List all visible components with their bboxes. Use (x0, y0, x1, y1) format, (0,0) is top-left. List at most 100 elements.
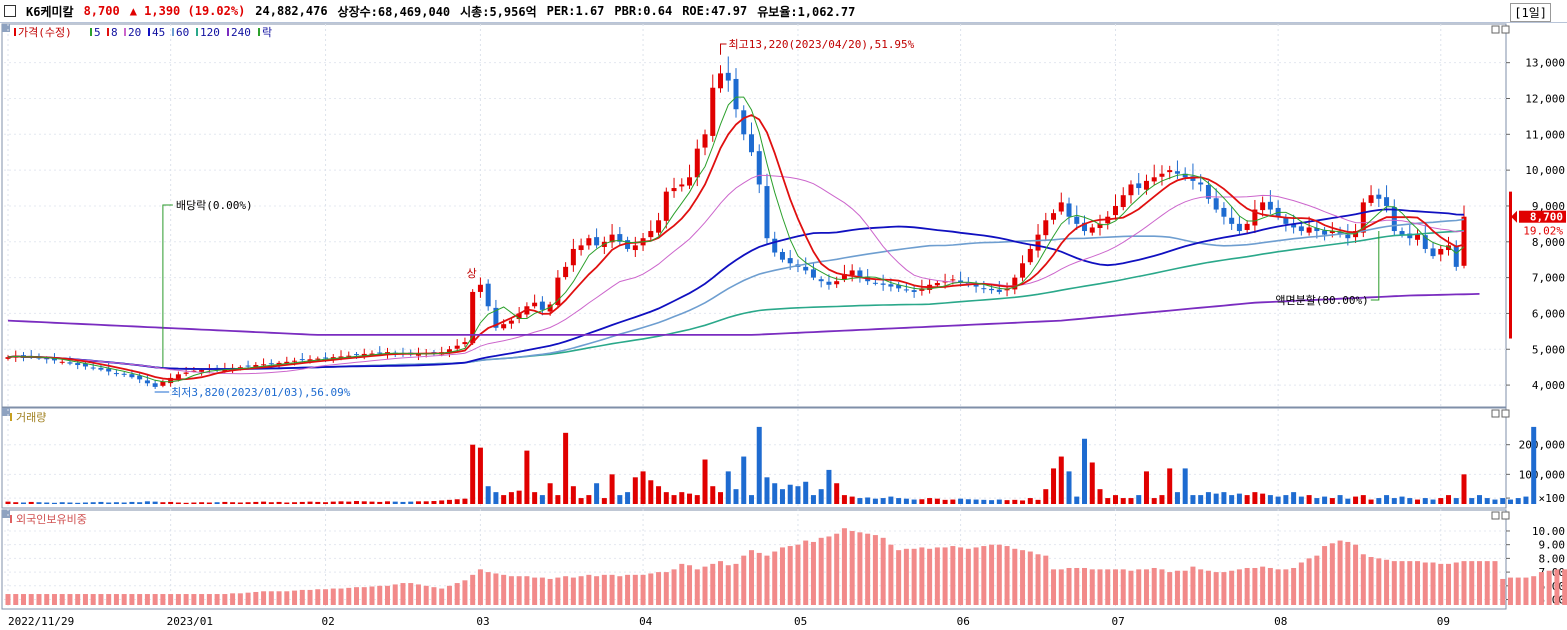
legend-swatch (196, 28, 198, 36)
candle (787, 258, 793, 264)
volume-bar (857, 498, 863, 504)
candle (307, 359, 313, 362)
candle (51, 358, 57, 361)
legend-label: 가격(수정) (18, 26, 72, 39)
price-panel-close-icon[interactable] (1501, 25, 1510, 34)
foreign-ratio-bar (1515, 577, 1521, 605)
foreign-panel-close-icon[interactable] (1501, 511, 1510, 520)
ma20-line (7, 174, 1465, 375)
volume-bar (1074, 496, 1080, 504)
stock-name[interactable]: K6케미칼 (26, 4, 74, 19)
candle (199, 370, 205, 372)
candle (1430, 248, 1436, 257)
foreign-ratio-bar (1399, 561, 1405, 605)
volume-bar (772, 483, 778, 504)
foreign-ratio-bar (299, 589, 305, 605)
candle (1391, 207, 1397, 232)
foreign-ratio-bar (539, 577, 545, 605)
volume-bar (1337, 495, 1343, 504)
x-tick-label: 05 (794, 615, 807, 628)
foreign-title: 외국인보유비중 (16, 513, 87, 526)
foreign-ratio-bar (1500, 578, 1506, 605)
candle (446, 349, 452, 353)
volume-bar (671, 495, 677, 504)
volume-bar (44, 502, 50, 504)
volume-panel-close-icon[interactable] (1501, 409, 1510, 418)
foreign-ratio-bar (1051, 569, 1057, 605)
candle (1322, 230, 1328, 235)
candle (493, 307, 499, 328)
x-tick-label: 2022/11/29 (8, 615, 74, 628)
volume-bar (1430, 499, 1436, 504)
x-tick-label: 06 (957, 615, 970, 628)
price-panel-corner-icon (2, 24, 10, 32)
foreign-ratio-bar (431, 587, 437, 605)
volume-bar (1260, 493, 1266, 504)
volume-bar (663, 492, 669, 504)
candle (1461, 216, 1467, 266)
volume-panel-minimize-icon[interactable] (1491, 409, 1500, 418)
price-y-tick-label: 4,000 (1532, 379, 1565, 392)
foreign-ratio-bar (462, 580, 468, 605)
volume-panel-frame (1, 407, 1507, 509)
candles-group (5, 56, 1467, 390)
volume-bar (400, 501, 406, 504)
foreign-ratio-bar (1082, 567, 1088, 605)
price-y-tick-label: 7,000 (1532, 272, 1565, 285)
volume-bar (1020, 500, 1026, 504)
volume-bar (1314, 498, 1320, 504)
foreign-ratio-bar (687, 565, 693, 605)
foreign-ratio-bar (725, 565, 731, 605)
foreign-ratio-bar (1190, 566, 1196, 605)
price-panel-minimize-icon[interactable] (1491, 25, 1500, 34)
volume-bar (679, 492, 685, 504)
period-selector[interactable]: [1일] (1510, 3, 1551, 22)
foreign-ratio-bar (702, 566, 708, 605)
foreign-ratio-bar (59, 594, 65, 605)
volume-bar (1012, 499, 1018, 504)
volume-bar (656, 486, 662, 504)
volume-bar (1298, 496, 1304, 504)
volume-bar (981, 499, 987, 504)
candle (1167, 170, 1173, 173)
volume-bar (741, 456, 747, 504)
volume-bar (1476, 495, 1482, 504)
foreign-ratio-bar (1306, 558, 1312, 605)
volume-bar (1329, 498, 1335, 504)
candle (609, 234, 615, 243)
foreign-ratio-bar (1012, 548, 1018, 605)
foreign-ratio-bar (594, 576, 600, 605)
foreign-ratio-bar (1507, 577, 1513, 605)
candle (369, 353, 375, 355)
legend-label: 45 (152, 26, 165, 39)
volume-bar (462, 498, 468, 504)
candle (1128, 184, 1134, 196)
candle (1422, 235, 1428, 249)
volume-bar (795, 486, 801, 504)
split-marker (1370, 231, 1380, 301)
candle (1213, 198, 1219, 210)
ma5-line (7, 96, 1465, 383)
foreign-ratio-bar (779, 547, 785, 605)
foreign-ratio-bar (934, 547, 940, 605)
candle (1298, 226, 1304, 232)
foreign-ratio-bar (1562, 569, 1567, 605)
candle (764, 186, 770, 239)
volume-bar (261, 501, 267, 504)
foreign-panel-minimize-icon[interactable] (1491, 511, 1500, 520)
volume-bar (245, 502, 251, 504)
foreign-ratio-bar (741, 555, 747, 605)
foreign-ratio-bar (268, 591, 274, 605)
volume-bar (609, 474, 615, 504)
candle (292, 360, 298, 362)
volume-bar (253, 501, 259, 504)
select-checkbox[interactable] (4, 5, 16, 17)
volume-bar (710, 486, 716, 504)
volume-bar (230, 502, 236, 504)
volume-bar (1082, 438, 1088, 504)
volume-bar (276, 501, 282, 504)
foreign-ratio-bar (346, 587, 352, 605)
foreign-ratio-bar (1407, 561, 1413, 605)
legend-label: 20 (128, 26, 141, 39)
